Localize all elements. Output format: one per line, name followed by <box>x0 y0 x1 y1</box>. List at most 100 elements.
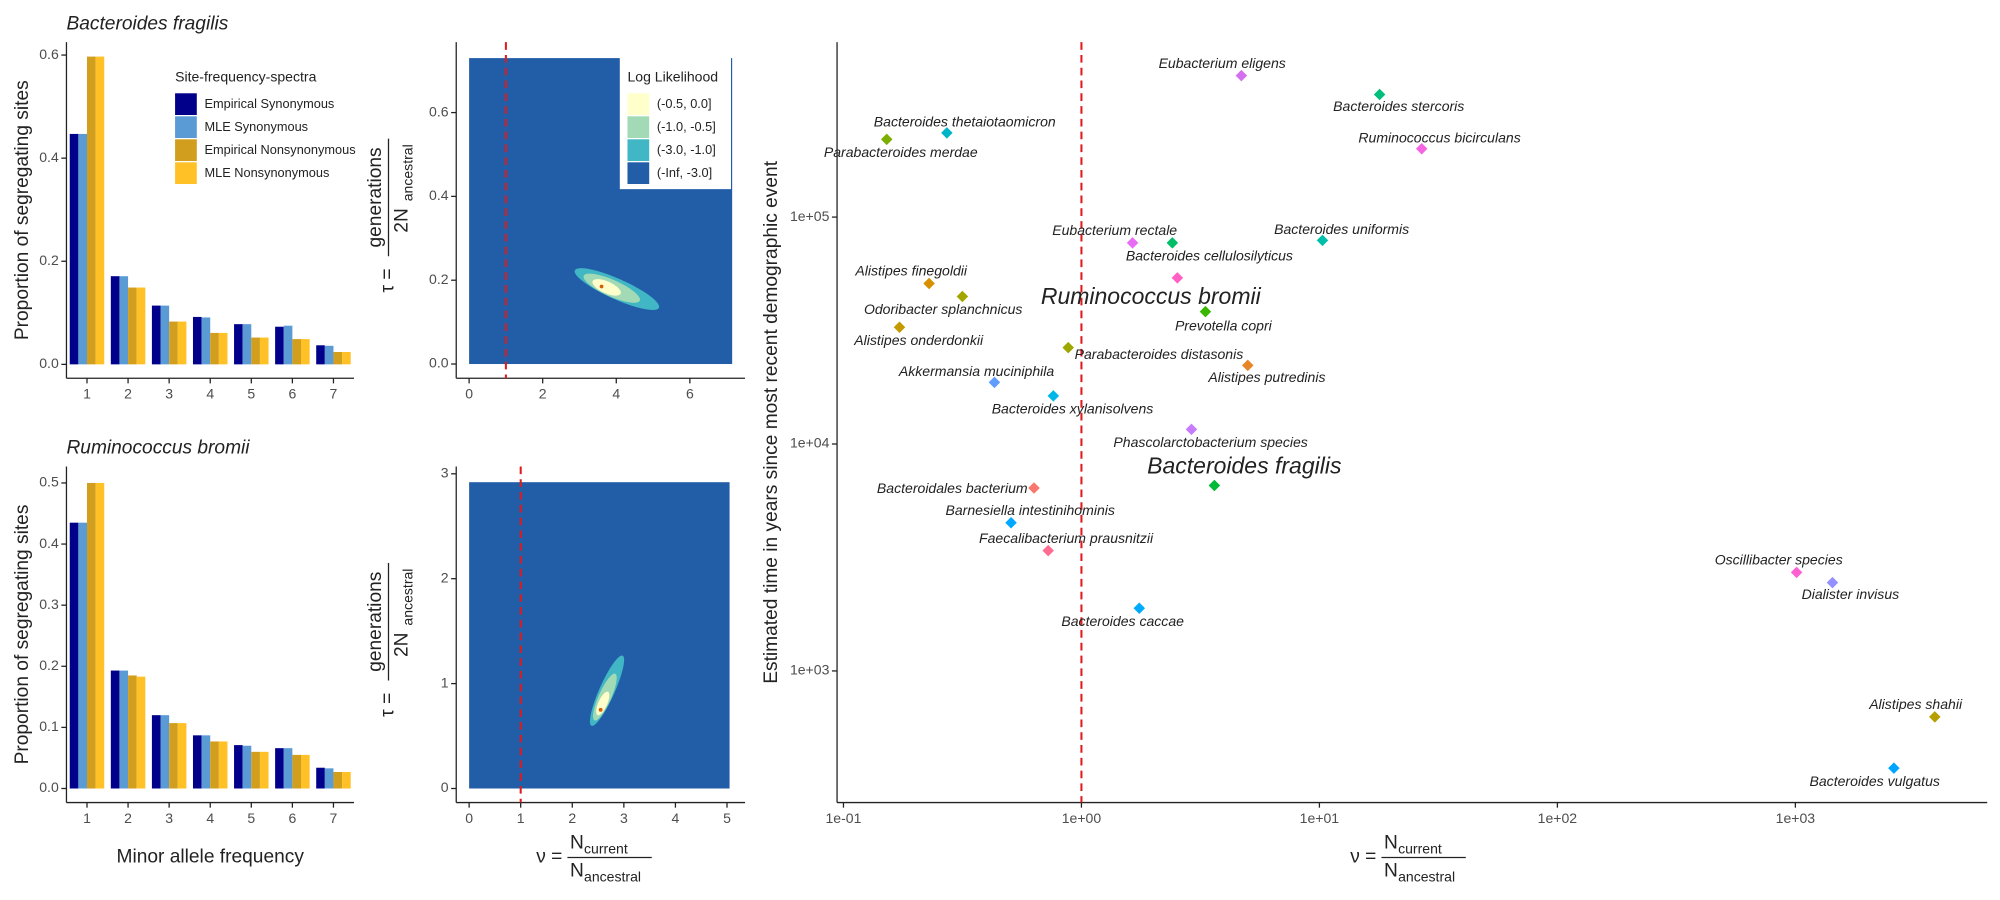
bar <box>234 745 243 789</box>
bar <box>192 316 202 365</box>
y-axis-label: τ = generations 2N ancestral <box>365 562 416 717</box>
bar <box>316 345 325 365</box>
x-axis-label: Minor allele frequency <box>117 847 305 868</box>
bar <box>283 325 293 365</box>
point-label: Ruminococcus bicirculans <box>1358 129 1520 145</box>
point <box>1185 423 1198 436</box>
point <box>1208 479 1221 492</box>
y-tick-label: 1e+04 <box>790 435 830 451</box>
legend-title: Site-frequency-spectra <box>175 69 317 85</box>
y-axis-label: Proportion of segregating sites <box>12 80 33 340</box>
bar <box>292 339 302 365</box>
bar <box>218 332 228 365</box>
x-tick-label: 5 <box>247 810 255 826</box>
label-denominator: N <box>570 861 584 882</box>
bar <box>259 337 269 365</box>
label-lhs: τ = <box>378 693 399 717</box>
bar <box>151 715 161 789</box>
x-tick-label: 4 <box>206 810 214 826</box>
point-label: Alistipes finegoldii <box>854 263 968 279</box>
point <box>1028 482 1040 494</box>
x-tick-label: 5 <box>247 386 255 402</box>
point <box>988 376 1001 389</box>
bar <box>169 321 178 365</box>
label-lhs: ν = <box>536 847 562 868</box>
point-label: Ruminococcus bromii <box>1041 283 1262 309</box>
point-label: Bacteroides cellulosilyticus <box>1126 248 1293 264</box>
point-label: Bacteroides thetaiotaomicron <box>874 113 1056 129</box>
mle-point <box>598 707 603 712</box>
bar <box>333 772 343 789</box>
label-denominator: 2N <box>392 632 413 657</box>
point <box>1790 566 1803 579</box>
legend-swatch <box>627 93 650 116</box>
y-tick-label: 0.4 <box>39 149 59 165</box>
bar <box>342 772 351 789</box>
point-label: Bacteroidales bacterium <box>877 480 1028 496</box>
bar <box>251 751 260 789</box>
y-tick-label: 1e+05 <box>790 208 830 224</box>
point-label: Dialister invisus <box>1802 586 1900 602</box>
label-subscript: current <box>1398 841 1442 857</box>
y-tick-label: 0.2 <box>39 657 59 673</box>
legend-label: (-0.5, 0.0] <box>657 96 712 111</box>
y-tick-label: 0.6 <box>429 103 449 119</box>
label-subscript: current <box>584 841 628 857</box>
y-tick-label: 0.0 <box>39 355 59 371</box>
bar <box>210 741 219 789</box>
legend-label: Empirical Synonymous <box>204 96 334 111</box>
y-tick-label: 0.4 <box>429 187 449 203</box>
bar <box>316 767 325 789</box>
point-label: Bacteroides caccae <box>1061 613 1184 629</box>
point <box>923 277 935 290</box>
x-tick-label: 4 <box>672 810 680 826</box>
point-label: Eubacterium eligens <box>1159 55 1286 71</box>
bar <box>86 56 96 365</box>
label-denominator: 2N <box>392 208 413 233</box>
bar <box>192 735 202 789</box>
point-label: Bacteroides vulgatus <box>1810 773 1940 789</box>
point <box>1415 143 1428 155</box>
legend-label: Empirical Nonsynonymous <box>204 142 355 157</box>
legend-label: MLE Synonymous <box>204 119 308 134</box>
x-tick-label: 3 <box>165 810 173 826</box>
point-label: Akkermansia muciniphila <box>898 363 1055 379</box>
point-label: Bacteroides stercoris <box>1333 98 1464 114</box>
x-tick-label: 1 <box>83 386 91 402</box>
x-tick-label: 0 <box>465 810 473 826</box>
y-tick-label: 0 <box>441 779 449 795</box>
point-label: Bacteroides uniformis <box>1274 221 1409 237</box>
bar <box>242 324 252 365</box>
x-tick-label: 1e+02 <box>1538 810 1578 826</box>
x-tick-label: 2 <box>124 386 132 402</box>
bar <box>324 768 334 789</box>
legend-title: Log Likelihood <box>627 69 718 85</box>
label-numerator: N <box>1384 833 1398 854</box>
bar <box>169 723 178 789</box>
bar <box>301 754 310 789</box>
x-tick-label: 1 <box>517 810 525 826</box>
y-tick-label: 2 <box>441 569 449 585</box>
bar <box>210 332 219 365</box>
point <box>1005 516 1017 529</box>
chart-title: Ruminococcus bromii <box>66 438 250 459</box>
x-tick-label: 7 <box>330 386 338 402</box>
x-tick-label: 5 <box>723 810 731 826</box>
bar <box>177 723 187 789</box>
bar <box>86 482 96 789</box>
bar <box>95 482 105 789</box>
bar <box>119 276 129 365</box>
point-label: Phascolarctobacterium species <box>1113 434 1307 450</box>
label-numerator: generations <box>365 147 386 247</box>
bar <box>151 305 161 365</box>
bar <box>342 351 351 365</box>
x-tick-label: 4 <box>206 386 214 402</box>
legend-swatch <box>627 139 650 162</box>
y-tick-label: 0.1 <box>39 718 59 734</box>
label-subscript: ancestral <box>1398 869 1455 885</box>
bar <box>110 276 120 365</box>
point-label: Oscillibacter species <box>1715 552 1843 568</box>
x-tick-label: 2 <box>539 386 547 402</box>
point-label: Bacteroides xylanisolvens <box>992 401 1154 417</box>
